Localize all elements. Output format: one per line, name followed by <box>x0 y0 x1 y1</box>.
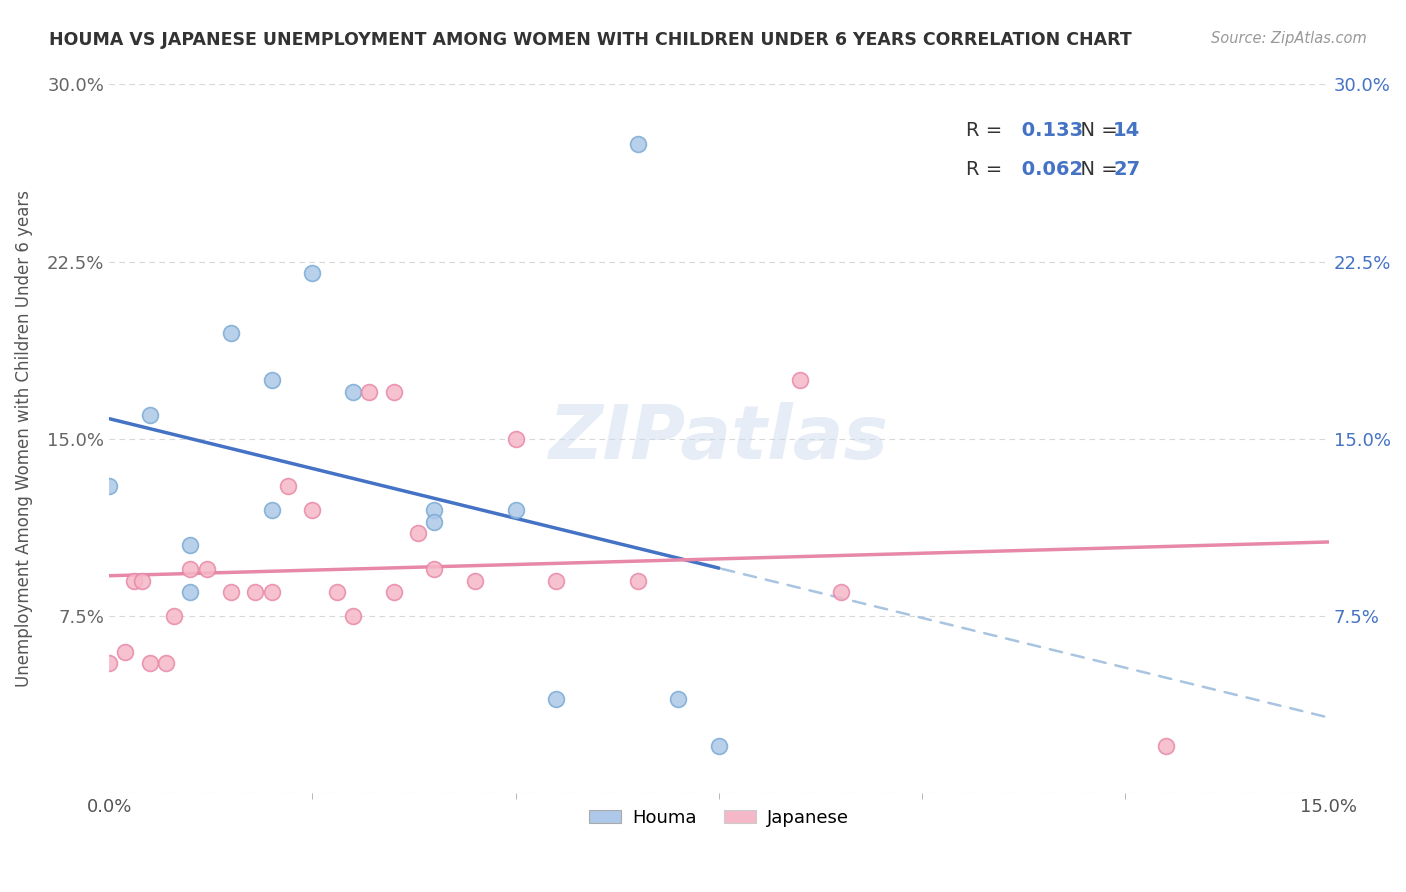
Point <box>423 562 446 576</box>
Point <box>139 657 162 671</box>
Point <box>707 739 730 753</box>
Point <box>301 267 323 281</box>
Point <box>464 574 486 588</box>
Point <box>326 585 349 599</box>
Point <box>245 585 267 599</box>
Text: R =: R = <box>966 160 1008 179</box>
Text: 0.133: 0.133 <box>1015 121 1083 140</box>
Point <box>1154 739 1177 753</box>
Point <box>155 657 177 671</box>
Point <box>546 691 568 706</box>
Point <box>382 384 405 399</box>
Y-axis label: Unemployment Among Women with Children Under 6 years: Unemployment Among Women with Children U… <box>15 190 32 688</box>
Point <box>789 373 811 387</box>
Point <box>342 609 364 624</box>
Point <box>277 479 299 493</box>
Point <box>505 432 527 446</box>
Point <box>423 503 446 517</box>
Point <box>830 585 852 599</box>
Point <box>122 574 145 588</box>
Text: 14: 14 <box>1114 121 1140 140</box>
Legend: Houma, Japanese: Houma, Japanese <box>582 802 856 834</box>
Point <box>666 691 689 706</box>
Text: 27: 27 <box>1114 160 1140 179</box>
Point <box>179 585 201 599</box>
Point <box>163 609 186 624</box>
Point <box>131 574 153 588</box>
Point <box>406 526 429 541</box>
Text: N =: N = <box>1069 121 1125 140</box>
Text: N =: N = <box>1069 160 1125 179</box>
Point <box>139 409 162 423</box>
Point <box>342 384 364 399</box>
Point <box>382 585 405 599</box>
Point <box>260 373 283 387</box>
Point <box>114 644 136 658</box>
Point <box>219 326 242 340</box>
Point <box>505 503 527 517</box>
Point <box>546 574 568 588</box>
Text: HOUMA VS JAPANESE UNEMPLOYMENT AMONG WOMEN WITH CHILDREN UNDER 6 YEARS CORRELATI: HOUMA VS JAPANESE UNEMPLOYMENT AMONG WOM… <box>49 31 1132 49</box>
Point <box>219 585 242 599</box>
Text: Source: ZipAtlas.com: Source: ZipAtlas.com <box>1211 31 1367 46</box>
Text: R =: R = <box>966 121 1008 140</box>
Point <box>98 657 121 671</box>
Point <box>179 562 201 576</box>
Point <box>260 585 283 599</box>
Text: ZIPatlas: ZIPatlas <box>548 402 889 475</box>
Point <box>98 479 121 493</box>
Point <box>423 515 446 529</box>
Text: 0.062: 0.062 <box>1015 160 1083 179</box>
Point <box>195 562 218 576</box>
Point <box>301 503 323 517</box>
Point <box>627 136 650 151</box>
Point <box>627 574 650 588</box>
Point <box>179 538 201 552</box>
Point <box>260 503 283 517</box>
Point <box>359 384 381 399</box>
